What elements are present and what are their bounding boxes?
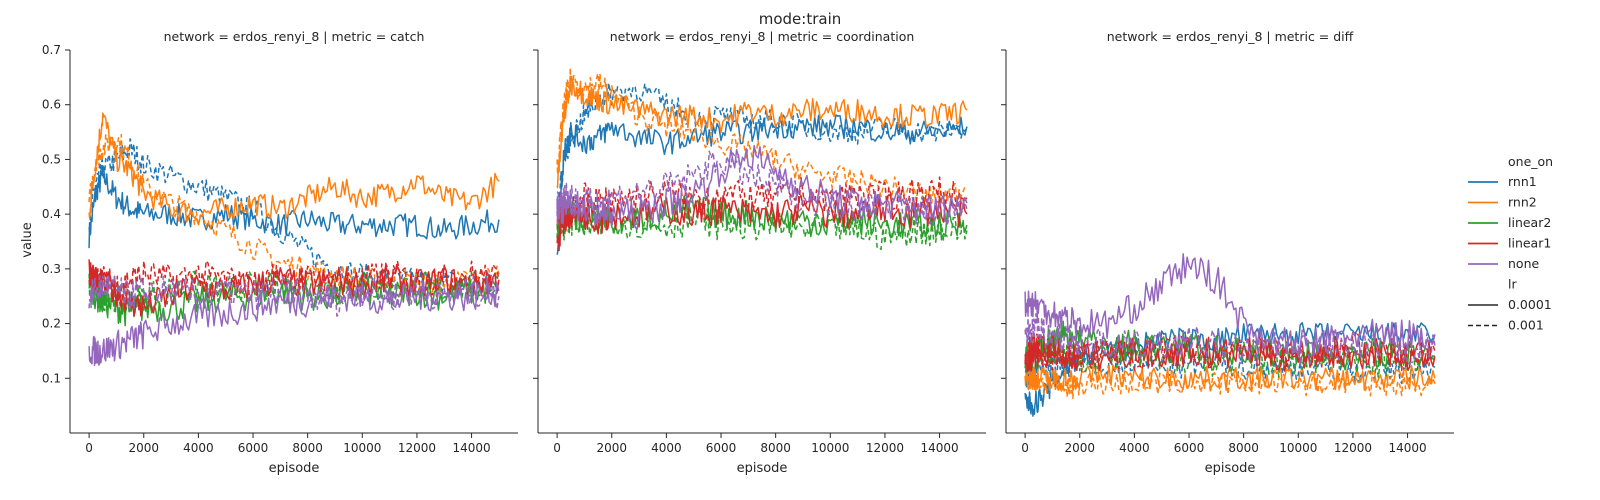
- series-line-linear1-lr-0.0001: [556, 194, 968, 252]
- x-tick-label: 10000: [343, 441, 381, 455]
- x-tick-label: 8000: [292, 441, 323, 455]
- legend-label-rnn1: rnn1: [1508, 174, 1537, 189]
- panel-title: network = erdos_renyi_8 | metric = coord…: [610, 29, 915, 44]
- facet-panels: network = erdos_renyi_8 | metric = catch…: [42, 29, 1454, 476]
- series-line-rnn1-lr-0.001: [556, 82, 968, 217]
- figure-suptitle: mode:train: [759, 10, 842, 28]
- x-axis-label: episode: [737, 461, 788, 476]
- legend-hue-title: one_on: [1508, 154, 1553, 169]
- legend-style-title: lr: [1508, 277, 1517, 292]
- x-tick-label: 12000: [1334, 441, 1372, 455]
- series-line-linear1-lr-0.0001: [1024, 335, 1436, 373]
- x-axis-label: episode: [1205, 461, 1256, 476]
- x-tick-label: 14000: [452, 441, 490, 455]
- panel-1: network = erdos_renyi_8 | metric = catch…: [42, 29, 518, 476]
- x-tick-label: 12000: [398, 441, 436, 455]
- x-tick-label: 6000: [238, 441, 269, 455]
- x-tick-label: 10000: [811, 441, 849, 455]
- panel-2: network = erdos_renyi_8 | metric = coord…: [533, 29, 986, 476]
- x-tick-label: 2000: [596, 441, 627, 455]
- legend-label-lr-0.0001: 0.0001: [1508, 297, 1552, 312]
- series-line-none-lr-0.001: [1024, 313, 1436, 367]
- x-tick-label: 8000: [1228, 441, 1259, 455]
- x-tick-label: 0: [553, 441, 561, 455]
- y-tick-label: 0.1: [42, 371, 61, 385]
- y-tick-label: 0.5: [42, 152, 61, 166]
- x-tick-label: 0: [85, 441, 93, 455]
- legend-label-linear1: linear1: [1508, 236, 1551, 251]
- x-tick-label: 10000: [1279, 441, 1317, 455]
- legend-label-rnn2: rnn2: [1508, 195, 1537, 210]
- x-tick-label: 0: [1021, 441, 1029, 455]
- legend-label-linear2: linear2: [1508, 215, 1551, 230]
- series-line-rnn2-lr-0.001: [88, 134, 500, 295]
- panel-title: network = erdos_renyi_8 | metric = catch: [164, 29, 425, 44]
- series-line-linear2-lr-0.001: [556, 205, 968, 251]
- y-tick-label: 0.4: [42, 207, 61, 221]
- x-tick-label: 2000: [128, 441, 159, 455]
- series-line-linear1-lr-0.001: [1024, 331, 1436, 373]
- x-tick-label: 4000: [183, 441, 214, 455]
- y-tick-label: 0.3: [42, 262, 61, 276]
- series-line-linear1-lr-0.001: [556, 176, 968, 229]
- legend-label-lr-0.001: 0.001: [1508, 318, 1544, 333]
- y-tick-label: 0.7: [42, 43, 61, 57]
- x-tick-label: 6000: [1174, 441, 1205, 455]
- series-line-rnn2-lr-0.0001: [556, 75, 968, 189]
- series-line-none-lr-0.001: [556, 150, 968, 227]
- x-tick-label: 14000: [1388, 441, 1426, 455]
- series-line-rnn2-lr-0.001: [556, 66, 967, 206]
- series-line-rnn1-lr-0.0001: [88, 165, 500, 249]
- series-line-rnn2-lr-0.001: [1024, 359, 1436, 400]
- series-line-none-lr-0.0001: [1024, 253, 1436, 357]
- panel-title: network = erdos_renyi_8 | metric = diff: [1107, 29, 1354, 44]
- x-tick-label: 4000: [1119, 441, 1150, 455]
- x-tick-label: 14000: [920, 441, 958, 455]
- panel-3: network = erdos_renyi_8 | metric = diff 0…: [1001, 29, 1454, 476]
- legend-label-none: none: [1508, 256, 1539, 271]
- x-tick-label: 2000: [1064, 441, 1095, 455]
- x-axis-label: episode: [269, 461, 320, 476]
- y-tick-label: 0.6: [42, 98, 61, 112]
- x-tick-label: 8000: [760, 441, 791, 455]
- series-line-none-lr-0.0001: [88, 277, 500, 367]
- legend: one_on rnn1 rnn2 linear2 linear1 none lr 0.0001…: [1468, 154, 1553, 333]
- series-line-none-lr-0.001: [88, 275, 500, 317]
- x-tick-label: 4000: [651, 441, 682, 455]
- x-tick-label: 6000: [706, 441, 737, 455]
- series-line-linear2-lr-0.001: [1024, 341, 1436, 378]
- y-axis-label: value: [20, 222, 35, 258]
- x-tick-label: 12000: [866, 441, 904, 455]
- y-tick-label: 0.2: [42, 317, 61, 331]
